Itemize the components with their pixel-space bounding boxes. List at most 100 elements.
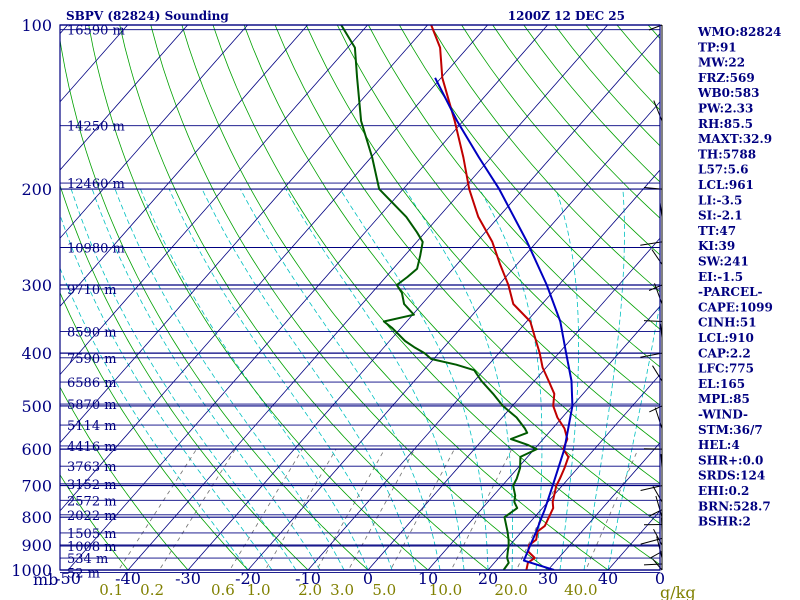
mixing-ratio-tick-label: 40.0 xyxy=(564,581,597,599)
wind-barb xyxy=(640,352,663,358)
mixing-ratio-line xyxy=(347,448,416,570)
wind-barb xyxy=(660,454,663,469)
mixing-ratio-tick-label: 3.0 xyxy=(330,581,354,599)
mixing-ratio-unit-label: g/kg xyxy=(660,583,696,600)
temperature-tick-label: -10 xyxy=(295,569,321,588)
dry-adiabat-line xyxy=(60,474,129,570)
sounding-index: MAXT:32.9 xyxy=(698,132,772,146)
sounding-index: MPL:85 xyxy=(698,392,750,406)
isotherm-line xyxy=(60,25,308,307)
height-level-label: 3152 m xyxy=(67,478,117,493)
mixing-ratio-tick-label: 0.6 xyxy=(211,581,235,599)
height-level-label: 5114 m xyxy=(67,419,117,434)
dry-adiabat-line xyxy=(181,25,609,570)
height-level-label: 4416 m xyxy=(67,440,117,455)
mixing-ratio-tick-label: 10.0 xyxy=(429,581,462,599)
sounding-index: KI:39 xyxy=(698,239,735,253)
mixing-ratio-line xyxy=(389,448,455,570)
sounding-index: BRN:528.7 xyxy=(698,499,771,513)
sounding-index: BSHR:2 xyxy=(698,515,751,529)
sounding-index: TH:5788 xyxy=(698,147,756,161)
dry-adiabat-line xyxy=(336,25,660,406)
wind-barb xyxy=(660,323,663,338)
wind-barb xyxy=(655,495,663,518)
temperature-tick-label: 40 xyxy=(598,569,618,588)
sounding-index: STM:36/7 xyxy=(698,423,763,437)
pressure-tick-labels: 100 200 300 400 500 600 700 800 900 1000 xyxy=(11,16,52,580)
height-level-label: 10980 m xyxy=(67,242,125,257)
wind-barb xyxy=(640,537,663,545)
moist-adiabat-line xyxy=(70,188,297,570)
station-title: SBPV (82824) Sounding xyxy=(66,9,229,23)
sounding-index: SI:-2.1 xyxy=(698,209,743,223)
mixing-ratio-tick-label: 5.0 xyxy=(372,581,396,599)
height-level-label: 14250 m xyxy=(67,120,125,135)
mixing-ratio-labels: 0.1 0.2 0.6 1.0 2.0 3.0 5.0 10.0 20.0 40.0 xyxy=(99,581,597,599)
sounding-index: CINH:51 xyxy=(698,316,757,330)
moist-adiabat-line xyxy=(60,267,249,570)
temperature-tick-label: 10 xyxy=(418,569,438,588)
mixing-ratio-tick-label: 2.0 xyxy=(298,581,322,599)
sounding-index: CAPE:1099 xyxy=(698,300,773,314)
isotherm-line xyxy=(60,25,188,171)
height-level-label: 7590 m xyxy=(67,352,117,367)
height-level-label: 3763 m xyxy=(67,460,117,475)
sounding-index: LFC:775 xyxy=(698,362,754,376)
isotherm-line xyxy=(367,237,660,570)
height-level-label: 9710 m xyxy=(67,283,117,298)
sounding-index: EHI:0.2 xyxy=(698,484,749,498)
isotherm-line xyxy=(67,25,548,570)
isotherm-line xyxy=(187,33,660,570)
temperature-tick-label: -40 xyxy=(115,569,141,588)
pressure-tick-label: 100 xyxy=(21,16,52,35)
dry-adiabat-line xyxy=(305,25,660,445)
temperature-trace xyxy=(430,25,570,570)
mixing-ratio-tick-label: 20.0 xyxy=(494,581,527,599)
sounding-index: TP:91 xyxy=(698,40,737,54)
wind-barb xyxy=(644,187,663,190)
dry-adiabat-line xyxy=(461,25,660,256)
dry-adiabat-line xyxy=(60,183,309,570)
isotherm-line xyxy=(307,169,660,570)
pressure-tick-label: 900 xyxy=(21,536,52,555)
sounding-index: PW:2.33 xyxy=(698,102,753,116)
isotherms xyxy=(60,25,660,570)
mixing-ratio-tick-label: 0.2 xyxy=(140,581,164,599)
wind-barb xyxy=(643,563,663,566)
wind-barb xyxy=(654,283,663,305)
mixing-ratio-tick-label: 0.1 xyxy=(99,581,123,599)
sounding-index: LI:-3.5 xyxy=(698,193,742,207)
dry-adiabat-line xyxy=(88,25,429,570)
wind-barb xyxy=(654,407,663,429)
height-level-label: 2572 m xyxy=(67,494,117,509)
dry-adiabat-line xyxy=(150,25,549,570)
sounding-index: MW:22 xyxy=(698,56,745,70)
dry-adiabats xyxy=(60,25,660,570)
dry-adiabat-line xyxy=(119,25,489,570)
pressure-tick-label: 400 xyxy=(21,344,52,363)
dry-adiabat-line xyxy=(60,37,369,570)
sounding-time: 1200Z 12 DEC 25 xyxy=(508,9,625,23)
mixing-ratio-line xyxy=(264,448,337,570)
sounding-index: LCL:961 xyxy=(698,178,754,192)
isotherm-line xyxy=(60,25,248,239)
temperature-tick-label: 0 xyxy=(655,569,665,588)
isotherm-line xyxy=(60,25,488,512)
wind-barb xyxy=(640,485,663,491)
isotherm-line xyxy=(427,305,660,570)
height-level-label: 1505 m xyxy=(67,527,117,542)
moist-adiabat-line xyxy=(60,213,273,570)
pressure-tick-label: 800 xyxy=(21,508,52,527)
pressure-tick-label: 300 xyxy=(21,276,52,295)
sounding-index: L57:5.6 xyxy=(698,163,748,177)
height-level-label: 8590 m xyxy=(67,325,117,340)
sounding-index: HEL:4 xyxy=(698,438,740,452)
dry-adiabat-line xyxy=(430,25,660,293)
height-level-label: 6586 m xyxy=(67,376,117,391)
mixing-ratio-line xyxy=(450,448,513,570)
height-level-label: 2022 m xyxy=(67,509,117,524)
moist-adiabat-line xyxy=(240,188,441,570)
mixing-ratio-tick-label: 1.0 xyxy=(247,581,271,599)
